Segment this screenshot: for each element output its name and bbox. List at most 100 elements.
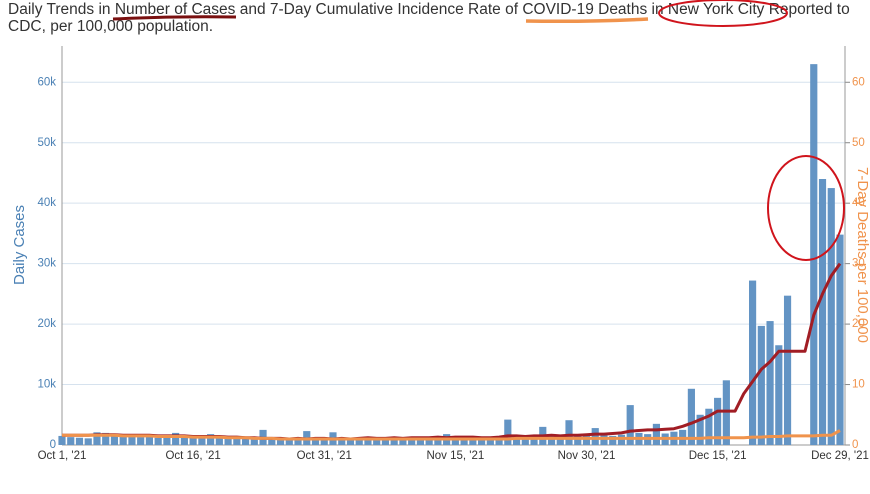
bar <box>390 437 398 445</box>
bar <box>189 437 197 445</box>
y2-tick-label: 40 <box>852 197 865 209</box>
bar <box>836 234 844 445</box>
bar <box>582 435 591 445</box>
bar <box>714 397 722 445</box>
bar <box>810 64 818 446</box>
y2-tick-label: 50 <box>852 137 865 149</box>
bar <box>233 437 241 445</box>
bar <box>705 408 713 445</box>
bar <box>547 436 556 445</box>
bar <box>512 435 521 445</box>
bar <box>110 433 119 445</box>
chart-title: Daily Trends in Number of Cases and 7-Da… <box>8 1 850 35</box>
bar <box>224 436 232 445</box>
y-tick-label: 20k <box>37 318 56 330</box>
bar <box>102 432 110 445</box>
bar <box>399 438 407 445</box>
bar <box>250 438 258 445</box>
bar <box>827 188 835 445</box>
bar <box>338 438 346 445</box>
bar <box>521 437 529 445</box>
x-tick-label: Dec 29, '21 <box>811 450 869 462</box>
bar <box>749 280 757 445</box>
bar <box>451 437 459 445</box>
bar <box>119 434 127 445</box>
bar <box>574 435 582 445</box>
y2-tick-label: 30 <box>852 258 865 270</box>
bar <box>268 437 276 445</box>
bar <box>163 437 171 445</box>
bar <box>478 438 486 445</box>
y-tick-label: 50k <box>37 137 56 149</box>
bar <box>137 437 145 445</box>
bar <box>355 438 363 445</box>
bar <box>294 437 302 445</box>
bar <box>565 420 573 445</box>
y2-axis-label: 7-Day Deaths per 100,000 <box>854 167 870 343</box>
y2-tick-label: 10 <box>852 379 865 391</box>
bar <box>145 436 153 445</box>
bar <box>381 438 390 445</box>
y-tick-label: 30k <box>37 258 56 270</box>
bar <box>495 436 503 445</box>
bar <box>285 439 293 445</box>
x-tick-label: Oct 1, '21 <box>38 450 87 462</box>
x-tick-label: Nov 30, '21 <box>558 450 616 462</box>
bar <box>311 439 320 445</box>
bar <box>67 437 75 445</box>
x-tick-label: Oct 31, '21 <box>297 450 352 462</box>
bar <box>408 438 416 445</box>
bar <box>687 388 695 445</box>
y-tick-label: 0 <box>50 439 56 451</box>
y2-tick-label: 0 <box>852 439 858 451</box>
y2-tick-label: 20 <box>852 318 865 330</box>
x-tick-label: Oct 16, '21 <box>165 450 220 462</box>
bar <box>75 437 84 445</box>
bar <box>180 435 188 445</box>
bar <box>58 435 66 445</box>
bar <box>722 380 730 445</box>
y-tick-label: 10k <box>37 379 56 391</box>
bar <box>207 434 215 445</box>
y2-tick-label: 60 <box>852 76 865 88</box>
y-tick-label: 60k <box>37 76 56 88</box>
bar <box>215 435 223 445</box>
line <box>62 429 841 441</box>
bar <box>172 432 180 445</box>
bar <box>128 435 136 445</box>
bar <box>198 438 206 445</box>
bar <box>783 295 792 445</box>
bar <box>556 437 564 445</box>
bar <box>416 437 424 445</box>
bar <box>696 414 704 445</box>
y-tick-label: 40k <box>37 197 56 209</box>
y-axis-label: Daily Cases <box>11 205 28 285</box>
bar <box>486 438 494 445</box>
bar <box>320 440 328 445</box>
bar <box>757 325 765 445</box>
bar <box>530 437 538 445</box>
bar <box>818 179 827 445</box>
bar <box>434 437 442 445</box>
bar <box>241 438 250 445</box>
bar <box>460 438 468 445</box>
bar <box>425 438 433 445</box>
bar <box>775 345 783 445</box>
x-tick-label: Dec 15, '21 <box>689 450 747 462</box>
bar <box>276 438 285 445</box>
x-tick-label: Nov 15, '21 <box>426 450 484 462</box>
bar <box>93 432 101 445</box>
bar <box>504 419 512 445</box>
bar <box>626 405 634 445</box>
bar <box>373 439 381 445</box>
bar <box>346 439 355 445</box>
bar <box>154 437 162 445</box>
bar <box>364 437 372 445</box>
bar <box>469 437 477 445</box>
bar <box>766 321 774 445</box>
bar <box>652 423 661 445</box>
bar <box>591 428 599 445</box>
bar <box>609 435 617 445</box>
